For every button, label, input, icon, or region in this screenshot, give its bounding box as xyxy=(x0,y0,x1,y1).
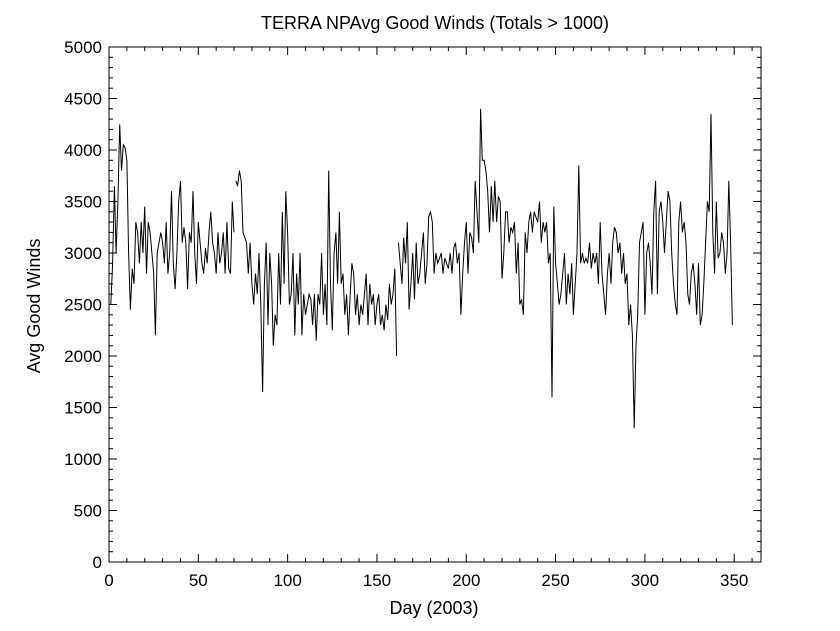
y-tick-label: 1000 xyxy=(64,450,102,469)
y-axis-title: Avg Good Winds xyxy=(24,239,44,374)
x-tick-label: 150 xyxy=(363,571,391,590)
y-tick-label: 5000 xyxy=(64,38,102,57)
y-tick-label: 4000 xyxy=(64,141,102,160)
x-tick-label: 350 xyxy=(720,571,748,590)
y-tick-label: 2500 xyxy=(64,296,102,315)
data-series xyxy=(110,108,733,429)
y-tick-label: 1500 xyxy=(64,399,102,418)
x-axis-title: Day (2003) xyxy=(389,598,478,618)
x-tick-label: 0 xyxy=(104,571,113,590)
y-tick-label: 3500 xyxy=(64,193,102,212)
x-tick-label: 100 xyxy=(273,571,301,590)
y-tick-label: 3000 xyxy=(64,244,102,263)
chart-title: TERRA NPAvg Good Winds (Totals > 1000) xyxy=(261,13,609,33)
series-line-segment xyxy=(110,124,235,336)
x-tick-label: 50 xyxy=(189,571,208,590)
x-tick-label: 300 xyxy=(631,571,659,590)
y-axis: 0 500 1000 1500 2000 2500 3000 3500 4000 4500 5000 xyxy=(64,38,761,572)
y-tick-label: 500 xyxy=(74,502,102,521)
y-tick-label: 0 xyxy=(93,553,102,572)
x-tick-label: 250 xyxy=(541,571,569,590)
series-line-segment xyxy=(235,170,398,393)
plot-area: 0 50 100 150 200 250 300 350 0 500 1000 1500 2000 25… xyxy=(64,38,762,590)
y-tick-label: 4500 xyxy=(64,90,102,109)
x-axis: 0 50 100 150 200 250 300 350 xyxy=(104,47,753,590)
x-tick-label: 200 xyxy=(452,571,480,590)
y-tick-label: 2000 xyxy=(64,347,102,366)
series-line-segment xyxy=(397,108,733,429)
